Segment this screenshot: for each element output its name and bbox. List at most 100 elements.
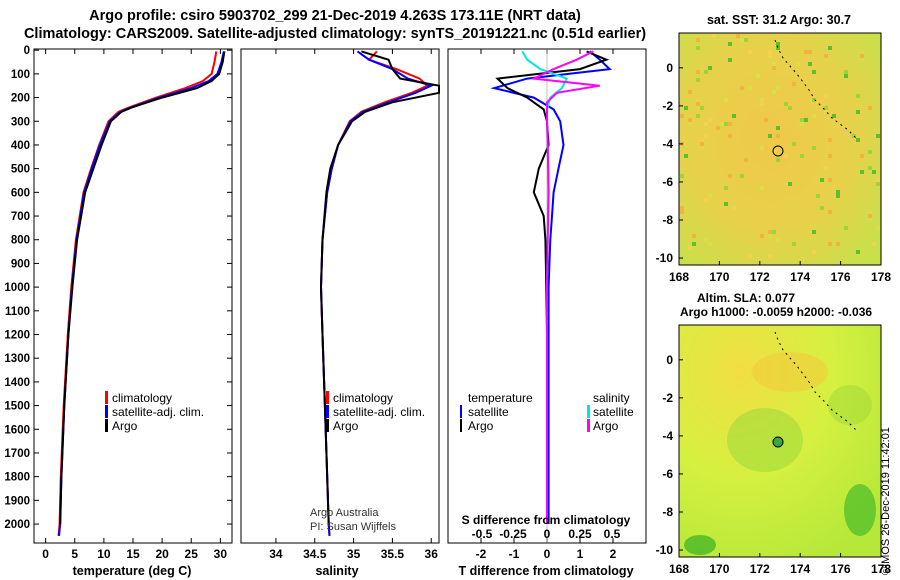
sst-pixel [800, 154, 804, 158]
x-tick-label: 0 [544, 547, 551, 561]
sst-pixel [716, 126, 720, 130]
sst-pixel [680, 174, 684, 178]
sst-pixel [684, 106, 688, 110]
sst-pixel [824, 54, 828, 58]
depth-tick-label: 1000 [4, 282, 30, 294]
sst-pixel [872, 242, 876, 246]
sst-pixel [772, 150, 776, 154]
sst-pixel [700, 106, 704, 110]
sst-pixel [804, 118, 808, 122]
sst-pixel [724, 98, 728, 102]
sst-pixel [688, 246, 692, 250]
depth-axis: 0 100 200 300 400 500 600 700 800 900 1000 1100 1200… [4, 45, 646, 531]
s-tick: -0.5 [472, 527, 493, 541]
sst-pixel [776, 134, 780, 138]
map-x-tick-label: 172 [750, 562, 770, 576]
s-difference-label: S difference from climatology [462, 513, 631, 527]
sst-pixel [732, 206, 736, 210]
sst-pixel [856, 138, 860, 142]
map-x-tick-label: 170 [709, 270, 729, 284]
difference-x-axis: -2 -1 0 1 2 [476, 49, 617, 561]
sst-pixel [800, 122, 804, 126]
x-tick-label: 1 [577, 547, 584, 561]
sst-pixel [708, 66, 712, 70]
sst-pixel [724, 122, 728, 126]
map-y-tick-label: -8 [662, 505, 673, 519]
sst-pixel [836, 194, 840, 198]
x-tick-label: 35 [347, 547, 361, 561]
salinity-lines [319, 50, 440, 536]
sst-pixel [860, 170, 864, 174]
sst-pixel [712, 34, 716, 38]
title-line-1: Argo profile: csiro 5903702_299 21-Dec-2… [89, 8, 581, 24]
sst-pixel [696, 38, 700, 42]
x-tick-label: 34.5 [303, 547, 327, 561]
legend-swatch-satellite [105, 405, 108, 418]
legend-swatch-s-satellite [587, 405, 590, 418]
sst-pixel [868, 166, 872, 170]
sst-pixel [844, 70, 848, 74]
sst-pixel [876, 182, 880, 186]
map-y-tick-label: -4 [662, 137, 673, 151]
sst-pixel [876, 226, 880, 230]
legend-swatch-s-argo [587, 419, 590, 432]
depth-tick-label: 1400 [4, 377, 30, 389]
sst-pixel [824, 106, 828, 110]
sst-pixel [812, 70, 816, 74]
legend-swatch-argo [105, 419, 108, 432]
temperature-x-axis: 0 5 10 15 20 25 30 [42, 49, 227, 561]
legend-label-satellite: satellite-adj. clim. [333, 405, 425, 419]
sst-pixel [748, 86, 752, 90]
salinity-plot-frame [240, 48, 440, 544]
sst-pixel [772, 66, 776, 70]
s-difference-ticks: -0.5 -0.25 0 0.25 0.5 [472, 527, 621, 541]
sst-pixel [828, 242, 832, 246]
x-tick-label: -1 [509, 547, 520, 561]
sst-pixel [768, 254, 772, 258]
sst-pixel [732, 114, 736, 118]
sst-pixel [768, 234, 772, 238]
sla-argo-marker [772, 436, 784, 448]
sst-pixel [776, 158, 780, 162]
sst-pixel [728, 58, 732, 62]
sst-pixel [680, 210, 684, 214]
sst-pixel [828, 46, 832, 50]
sst-pixel [696, 102, 700, 106]
sst-map: sat. SST: 31.2 Argo: 30.7 168 170 172 174 17… [656, 13, 892, 284]
legend-label-climatology: climatology [333, 391, 393, 405]
legend-title-temperature: temperature [468, 391, 533, 405]
x-tick-label: -2 [476, 547, 487, 561]
map-y-tick-label: -10 [656, 251, 674, 265]
imos-timestamp: ©IMOS 26-Dec-2019 11:42:01 [880, 427, 892, 575]
sst-pixel [856, 250, 860, 254]
temperature-panel: 0100200300400500600700800900100011001200… [4, 45, 646, 578]
x-tick-label: 2 [610, 547, 617, 561]
legend-label-climatology: climatology [112, 391, 172, 405]
sst-pixel [740, 38, 744, 42]
sst-pixel [836, 242, 840, 246]
sst-pixel [748, 50, 752, 54]
sst-pixel [772, 230, 776, 234]
sst-pixel [728, 174, 732, 178]
sst-pixel [696, 46, 700, 50]
map-y-tick-label: -6 [662, 467, 673, 481]
sst-pixel [844, 226, 848, 230]
map-y-tick-label: -2 [662, 391, 673, 405]
sst-pixel [704, 134, 708, 138]
sst-pixel [876, 178, 880, 182]
sst-pixel [696, 78, 700, 82]
sst-pixel [776, 86, 780, 90]
x-tick-label: 34 [269, 547, 283, 561]
sst-pixel [872, 170, 876, 174]
temperature-xlabel: temperature (deg C) [73, 564, 192, 578]
sst-pixel [812, 230, 816, 234]
sst-pixel [692, 234, 696, 238]
depth-tick-label: 1500 [4, 401, 30, 413]
depth-tick-label: 1700 [4, 448, 30, 460]
legend-swatch-satellite [326, 405, 329, 418]
sst-pixel [804, 50, 808, 54]
temperature-legend: climatology satellite-adj. clim. Argo [105, 391, 204, 433]
sst-pixel [792, 242, 796, 246]
sst-pixel [708, 118, 712, 122]
legend-swatch-t-argo [460, 419, 462, 432]
